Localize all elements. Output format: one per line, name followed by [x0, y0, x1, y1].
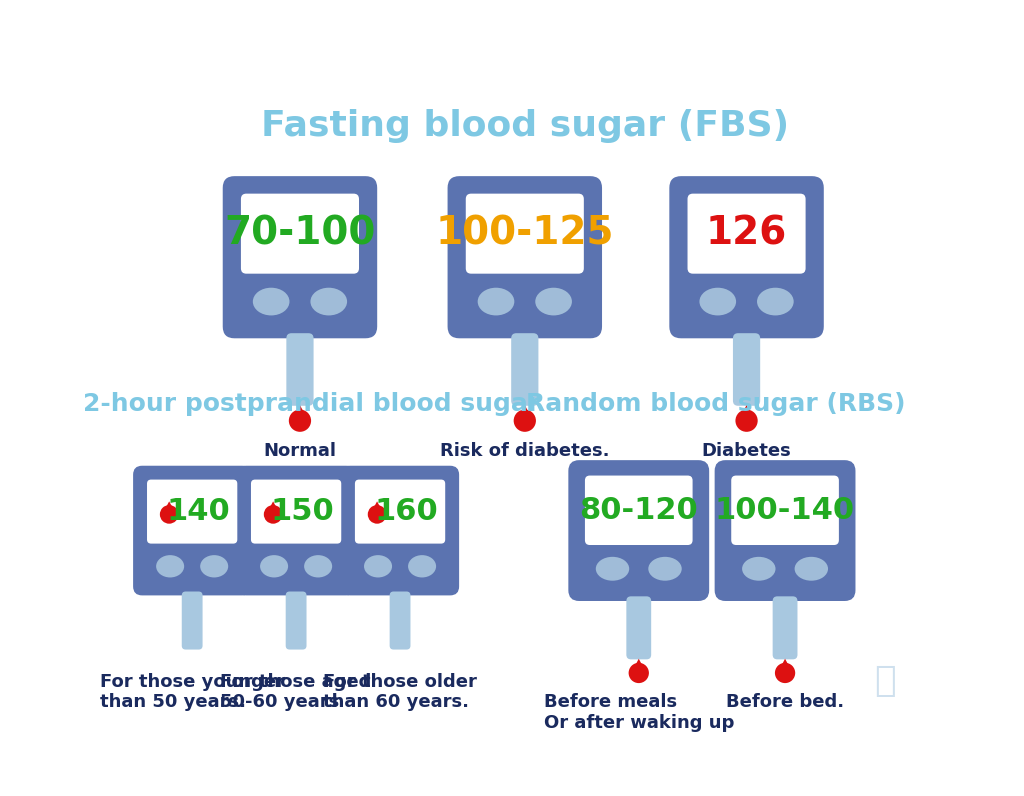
Text: 100-125: 100-125 — [435, 215, 614, 252]
Ellipse shape — [156, 555, 184, 577]
Text: Fasting blood sugar (FBS): Fasting blood sugar (FBS) — [261, 109, 788, 143]
Ellipse shape — [742, 557, 775, 581]
FancyBboxPatch shape — [223, 176, 377, 338]
Polygon shape — [292, 405, 308, 421]
Ellipse shape — [596, 557, 629, 581]
FancyBboxPatch shape — [568, 460, 710, 601]
FancyBboxPatch shape — [287, 334, 313, 406]
Ellipse shape — [409, 555, 436, 577]
Ellipse shape — [304, 555, 332, 577]
Text: Diabetes: Diabetes — [701, 442, 792, 460]
Ellipse shape — [310, 287, 347, 315]
Text: For those older
than 60 years.: For those older than 60 years. — [324, 673, 477, 712]
Text: For those younger
than 50 years.: For those younger than 50 years. — [99, 673, 285, 712]
Text: Normal: Normal — [263, 442, 337, 460]
Text: 140: 140 — [167, 497, 230, 526]
FancyBboxPatch shape — [585, 475, 692, 545]
Text: Random blood sugar (RBS): Random blood sugar (RBS) — [526, 392, 905, 416]
Text: 160: 160 — [375, 497, 438, 526]
Text: 100-140: 100-140 — [715, 496, 855, 525]
Circle shape — [514, 410, 536, 431]
FancyBboxPatch shape — [241, 193, 359, 274]
FancyBboxPatch shape — [670, 176, 823, 338]
FancyBboxPatch shape — [133, 466, 251, 595]
FancyBboxPatch shape — [355, 479, 445, 544]
FancyBboxPatch shape — [733, 334, 760, 406]
Circle shape — [264, 505, 283, 524]
FancyBboxPatch shape — [511, 334, 539, 406]
FancyBboxPatch shape — [466, 193, 584, 274]
Polygon shape — [631, 659, 646, 673]
Ellipse shape — [253, 287, 290, 315]
FancyBboxPatch shape — [687, 193, 806, 274]
Polygon shape — [266, 501, 281, 514]
Circle shape — [160, 505, 178, 524]
Text: 126: 126 — [706, 215, 787, 252]
Circle shape — [775, 663, 796, 683]
Polygon shape — [777, 659, 793, 673]
Polygon shape — [516, 405, 534, 421]
FancyBboxPatch shape — [773, 596, 798, 659]
Text: 80-120: 80-120 — [580, 496, 698, 525]
Polygon shape — [738, 405, 755, 421]
FancyBboxPatch shape — [447, 176, 602, 338]
Ellipse shape — [536, 287, 572, 315]
Text: For those aged
50-60 years: For those aged 50-60 years — [220, 673, 372, 712]
Circle shape — [735, 410, 758, 431]
Text: 2-hour postprandial blood sugar: 2-hour postprandial blood sugar — [83, 392, 540, 416]
Text: Risk of diabetes.: Risk of diabetes. — [440, 442, 609, 460]
FancyBboxPatch shape — [341, 466, 459, 595]
Ellipse shape — [648, 557, 682, 581]
FancyBboxPatch shape — [147, 479, 238, 544]
Text: 🤘: 🤘 — [874, 664, 896, 698]
Text: 150: 150 — [270, 497, 335, 526]
Ellipse shape — [757, 287, 794, 315]
Ellipse shape — [364, 555, 392, 577]
Text: Before meals
Or after waking up: Before meals Or after waking up — [544, 693, 734, 732]
Ellipse shape — [795, 557, 828, 581]
Ellipse shape — [260, 555, 288, 577]
Text: Before bed.: Before bed. — [726, 693, 844, 711]
Text: 70-100: 70-100 — [224, 215, 376, 252]
FancyBboxPatch shape — [390, 591, 411, 650]
FancyBboxPatch shape — [286, 591, 306, 650]
FancyBboxPatch shape — [251, 479, 341, 544]
FancyBboxPatch shape — [627, 596, 651, 659]
FancyBboxPatch shape — [181, 591, 203, 650]
FancyBboxPatch shape — [715, 460, 855, 601]
Circle shape — [629, 663, 649, 683]
Ellipse shape — [477, 287, 514, 315]
Circle shape — [368, 505, 386, 524]
Ellipse shape — [699, 287, 736, 315]
Polygon shape — [370, 501, 384, 514]
Polygon shape — [162, 501, 176, 514]
Ellipse shape — [200, 555, 228, 577]
FancyBboxPatch shape — [237, 466, 355, 595]
Circle shape — [289, 410, 311, 431]
FancyBboxPatch shape — [731, 475, 839, 545]
